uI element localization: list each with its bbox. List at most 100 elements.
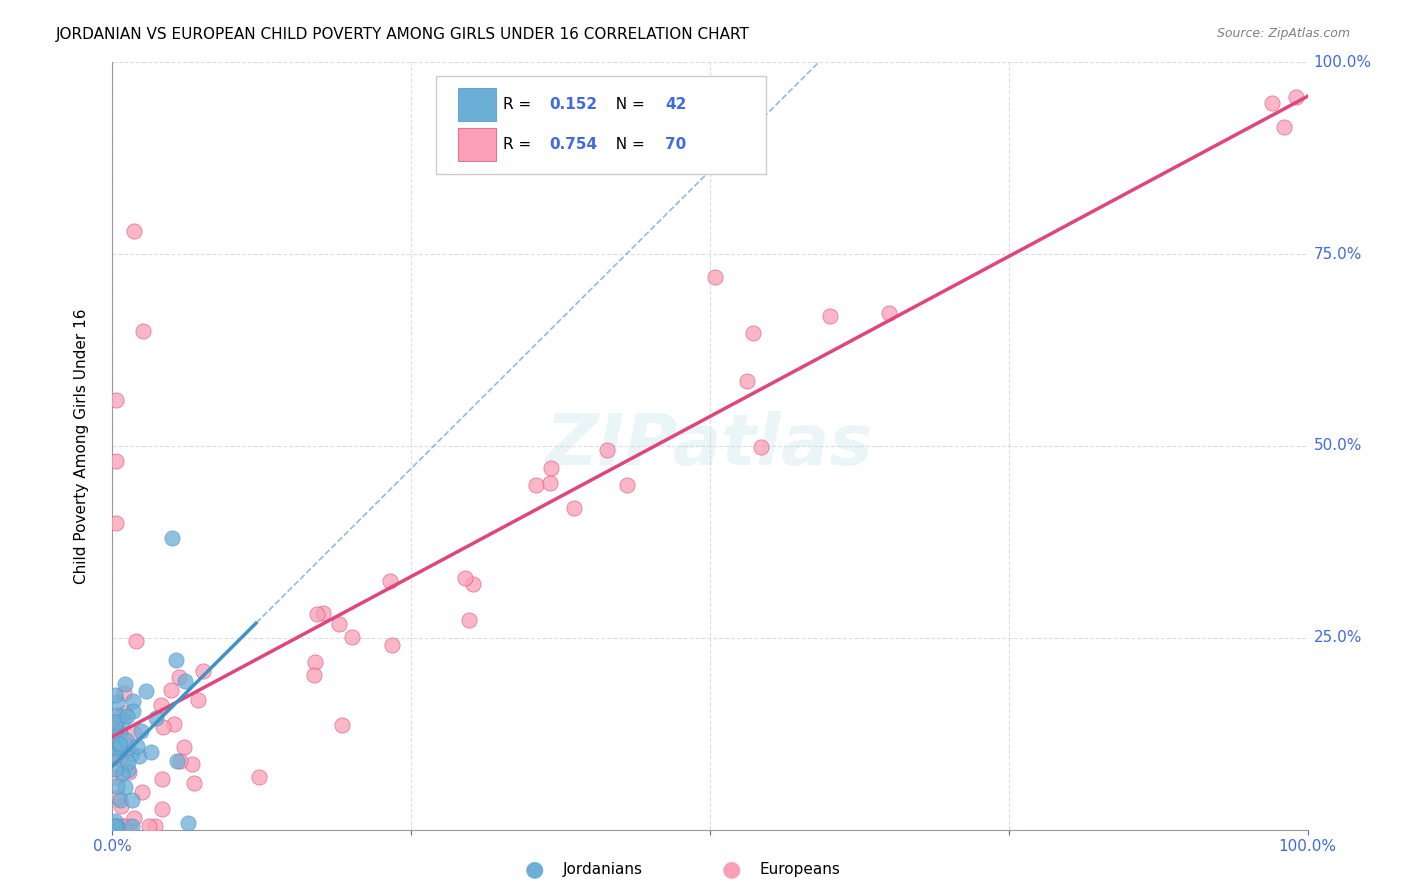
- Point: [112, 819, 135, 833]
- Point: [110, 737, 132, 751]
- Point: [128, 749, 150, 764]
- Text: N =: N =: [606, 137, 650, 152]
- Point: [312, 606, 335, 620]
- Point: [105, 819, 128, 833]
- Point: [139, 745, 162, 759]
- Text: JORDANIAN VS EUROPEAN CHILD POVERTY AMONG GIRLS UNDER 16 CORRELATION CHART: JORDANIAN VS EUROPEAN CHILD POVERTY AMON…: [56, 27, 751, 42]
- Point: [305, 607, 328, 621]
- Point: [117, 739, 139, 754]
- Point: [340, 630, 363, 644]
- Point: [135, 684, 157, 698]
- Point: [121, 704, 143, 718]
- Point: [105, 454, 128, 468]
- Point: [108, 726, 131, 740]
- Text: 0.152: 0.152: [550, 97, 598, 112]
- Point: [122, 725, 145, 739]
- Point: [145, 711, 167, 725]
- Point: [121, 747, 143, 762]
- Text: R =: R =: [503, 137, 537, 152]
- Point: [818, 309, 841, 323]
- Point: [1285, 90, 1308, 104]
- Point: [107, 752, 129, 766]
- Text: 42: 42: [665, 97, 686, 112]
- Text: 75.0%: 75.0%: [1313, 247, 1362, 261]
- Point: [129, 723, 152, 738]
- Point: [104, 762, 127, 776]
- Point: [122, 224, 145, 238]
- Point: [105, 392, 128, 407]
- Point: [737, 374, 759, 388]
- Text: ●: ●: [721, 860, 741, 880]
- Point: [105, 741, 128, 756]
- Point: [117, 764, 139, 778]
- Point: [105, 748, 128, 763]
- Point: [167, 670, 190, 684]
- Point: [105, 819, 128, 833]
- Point: [1261, 95, 1284, 110]
- Point: [328, 617, 350, 632]
- Point: [177, 816, 200, 830]
- Point: [105, 819, 128, 833]
- Point: [114, 706, 136, 720]
- Point: [114, 733, 136, 747]
- Point: [131, 324, 153, 338]
- Point: [562, 500, 585, 515]
- Point: [1272, 120, 1295, 134]
- Point: [150, 698, 173, 713]
- Point: [165, 652, 187, 666]
- Text: N =: N =: [606, 97, 650, 112]
- Text: 0.754: 0.754: [550, 137, 598, 152]
- Point: [115, 709, 138, 723]
- Point: [304, 656, 326, 670]
- Point: [749, 440, 772, 454]
- Point: [538, 475, 561, 490]
- Point: [381, 638, 404, 652]
- Point: [143, 819, 166, 833]
- Point: [104, 724, 127, 739]
- Point: [105, 516, 128, 530]
- Point: [526, 478, 548, 492]
- Point: [105, 725, 128, 739]
- Point: [112, 819, 135, 833]
- Point: [121, 694, 143, 708]
- Point: [138, 819, 160, 833]
- Point: [108, 792, 131, 806]
- Point: [108, 819, 131, 833]
- Point: [111, 765, 134, 780]
- Point: [704, 270, 727, 285]
- Point: [110, 739, 132, 753]
- Point: [124, 811, 146, 825]
- Point: [117, 764, 139, 779]
- Point: [169, 754, 191, 768]
- Text: R =: R =: [503, 97, 537, 112]
- Point: [110, 750, 132, 764]
- Point: [105, 779, 128, 793]
- Point: [166, 754, 188, 768]
- Point: [105, 718, 128, 732]
- Point: [105, 695, 128, 709]
- Point: [150, 772, 173, 786]
- Point: [104, 819, 127, 833]
- Point: [127, 739, 149, 753]
- Point: [107, 707, 129, 722]
- Point: [191, 664, 214, 678]
- Point: [117, 755, 139, 769]
- Y-axis label: Child Poverty Among Girls Under 16: Child Poverty Among Girls Under 16: [75, 309, 89, 583]
- Point: [162, 531, 183, 545]
- Text: 25.0%: 25.0%: [1313, 631, 1362, 645]
- Point: [114, 780, 136, 795]
- Text: Source: ZipAtlas.com: Source: ZipAtlas.com: [1216, 27, 1350, 40]
- Text: ZIPatlas: ZIPatlas: [547, 411, 873, 481]
- Point: [173, 740, 195, 755]
- Point: [174, 673, 197, 688]
- Point: [454, 571, 477, 585]
- Point: [540, 460, 562, 475]
- Point: [180, 756, 202, 771]
- Point: [163, 717, 186, 731]
- Point: [160, 682, 183, 697]
- Text: Jordanians: Jordanians: [562, 863, 643, 877]
- Point: [108, 709, 131, 723]
- Point: [302, 668, 325, 682]
- Point: [104, 715, 127, 730]
- Point: [118, 819, 141, 833]
